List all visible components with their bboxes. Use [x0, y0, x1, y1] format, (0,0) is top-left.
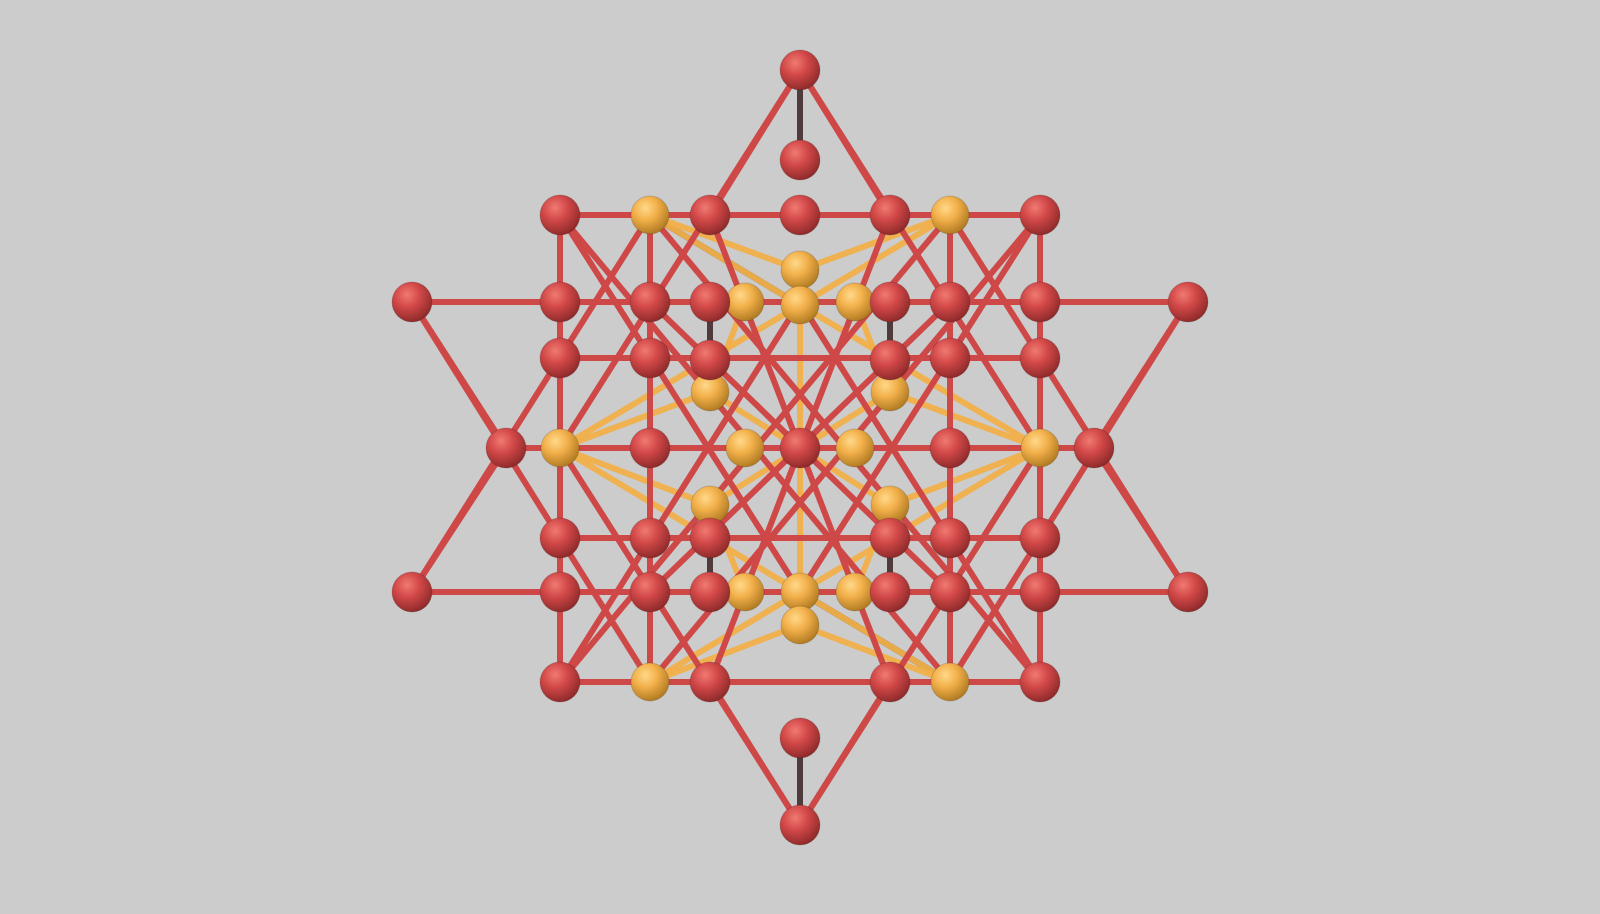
- secondary-bond-14: [887, 389, 1043, 451]
- primary-atom-0[interactable]: [779, 49, 821, 91]
- secondary-atom-17[interactable]: [1020, 428, 1060, 468]
- primary-atom-24[interactable]: [929, 281, 971, 323]
- secondary-bond-12: [557, 389, 713, 451]
- primary-atom-29[interactable]: [869, 571, 911, 613]
- secondary-bond-8: [557, 302, 803, 451]
- primary-atom-40[interactable]: [629, 517, 671, 559]
- primary-atom-20[interactable]: [539, 281, 581, 323]
- secondary-atom-16[interactable]: [540, 428, 580, 468]
- secondary-bond-9: [797, 302, 1043, 451]
- primary-atom-6[interactable]: [539, 194, 581, 236]
- primary-bond-32: [557, 299, 803, 685]
- secondary-bond-4: [647, 212, 803, 273]
- primary-atom-27[interactable]: [629, 571, 671, 613]
- primary-atom-9[interactable]: [1019, 194, 1061, 236]
- primary-atom-23[interactable]: [869, 281, 911, 323]
- primary-atom-15[interactable]: [1167, 281, 1209, 323]
- primary-bond-30: [557, 212, 803, 595]
- primary-atom-26[interactable]: [539, 571, 581, 613]
- primary-bond-7: [797, 679, 893, 828]
- primary-atom-19[interactable]: [1073, 427, 1115, 469]
- primary-atom-41[interactable]: [929, 517, 971, 559]
- primary-atom-8[interactable]: [869, 194, 911, 236]
- primary-atom-36[interactable]: [1019, 337, 1061, 379]
- primary-atom-35[interactable]: [539, 517, 581, 559]
- primary-atom-17[interactable]: [1167, 571, 1209, 613]
- secondary-atom-1[interactable]: [930, 195, 970, 235]
- secondary-atom-10[interactable]: [725, 572, 765, 612]
- primary-atom-32[interactable]: [629, 427, 671, 469]
- primary-atom-22[interactable]: [689, 281, 731, 323]
- secondary-atom-9[interactable]: [835, 282, 875, 322]
- secondary-atom-3[interactable]: [930, 662, 970, 702]
- primary-atom-7[interactable]: [689, 194, 731, 236]
- primary-atom-14[interactable]: [391, 281, 433, 323]
- primary-atom-12[interactable]: [869, 661, 911, 703]
- secondary-atom-5[interactable]: [780, 285, 820, 325]
- primary-bond-6: [707, 679, 803, 828]
- primary-bond-4: [707, 67, 803, 218]
- primary-atom-11[interactable]: [689, 661, 731, 703]
- secondary-atom-8[interactable]: [725, 282, 765, 322]
- secondary-bond-15: [887, 445, 1043, 508]
- secondary-atom-11[interactable]: [835, 572, 875, 612]
- primary-atom-33[interactable]: [929, 427, 971, 469]
- primary-atom-38[interactable]: [629, 337, 671, 379]
- primary-bond-31: [797, 212, 1043, 595]
- secondary-bond-6: [647, 622, 803, 685]
- secondary-atom-2[interactable]: [630, 662, 670, 702]
- secondary-atom-0[interactable]: [630, 195, 670, 235]
- primary-bond-33: [797, 299, 1043, 685]
- primary-atom-30[interactable]: [929, 571, 971, 613]
- primary-atom-44[interactable]: [689, 517, 731, 559]
- primary-atom-3[interactable]: [779, 427, 821, 469]
- secondary-bond-10: [557, 445, 803, 595]
- primary-atom-21[interactable]: [629, 281, 671, 323]
- primary-atom-1[interactable]: [779, 139, 821, 181]
- primary-atom-4[interactable]: [779, 717, 821, 759]
- primary-atom-43[interactable]: [869, 339, 911, 381]
- secondary-bond-11: [797, 445, 1043, 595]
- primary-atom-5[interactable]: [779, 804, 821, 846]
- primary-atom-28[interactable]: [689, 571, 731, 613]
- atom-layer: [391, 49, 1209, 846]
- primary-atom-42[interactable]: [689, 339, 731, 381]
- secondary-atom-6[interactable]: [780, 572, 820, 612]
- primary-atom-16[interactable]: [391, 571, 433, 613]
- primary-atom-34[interactable]: [539, 337, 581, 379]
- primary-atom-13[interactable]: [1019, 661, 1061, 703]
- secondary-atom-18[interactable]: [725, 428, 765, 468]
- primary-atom-10[interactable]: [539, 661, 581, 703]
- primary-atom-2[interactable]: [779, 194, 821, 236]
- secondary-bond-5: [797, 212, 953, 273]
- secondary-bond-7: [797, 622, 953, 685]
- secondary-atom-7[interactable]: [780, 605, 820, 645]
- primary-atom-18[interactable]: [485, 427, 527, 469]
- secondary-atom-4[interactable]: [780, 250, 820, 290]
- primary-atom-45[interactable]: [869, 517, 911, 559]
- primary-bond-5: [797, 67, 893, 218]
- primary-atom-25[interactable]: [1019, 281, 1061, 323]
- primary-atom-39[interactable]: [929, 337, 971, 379]
- secondary-atom-19[interactable]: [835, 428, 875, 468]
- primary-atom-37[interactable]: [1019, 517, 1061, 559]
- primary-atom-31[interactable]: [1019, 571, 1061, 613]
- secondary-bond-13: [557, 445, 713, 508]
